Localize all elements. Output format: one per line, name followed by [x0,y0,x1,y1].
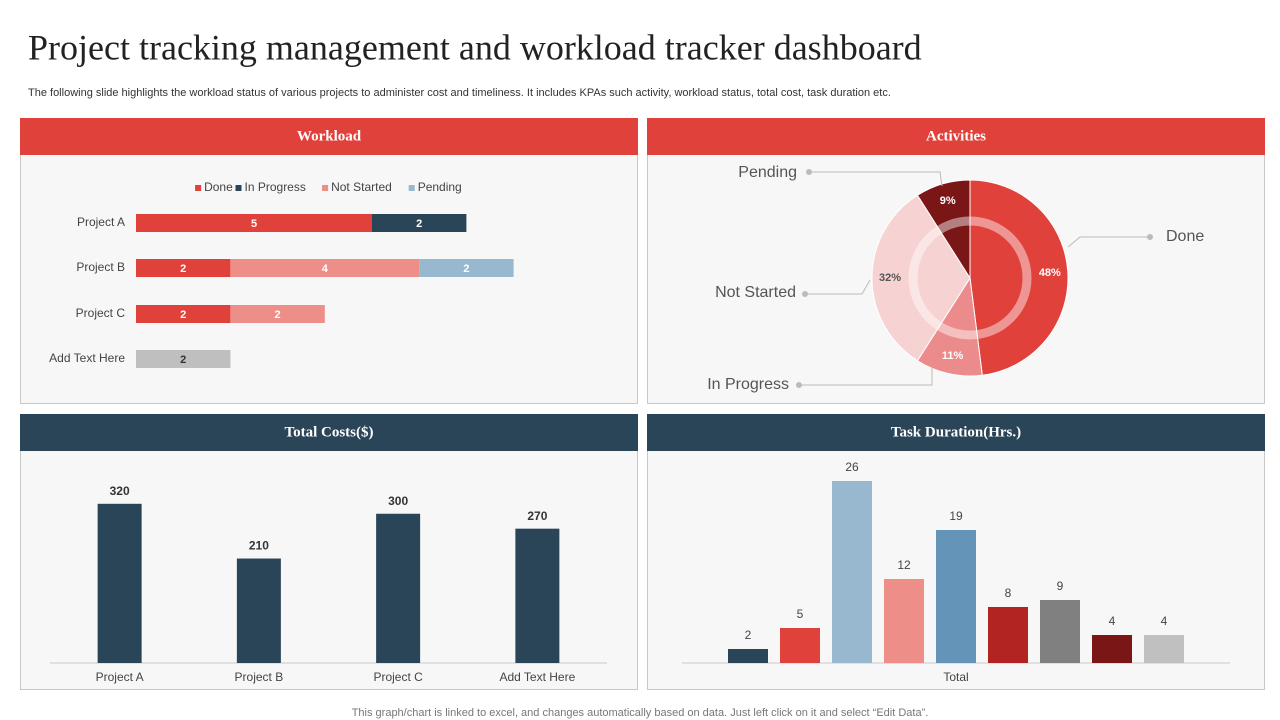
panel-title: Total Costs($) [284,424,373,440]
data-label: 2 [180,263,186,275]
x-tick-label: Project A [96,670,144,684]
bar-segment [230,259,420,277]
panel-title: Activities [926,128,986,144]
data-label: 8 [1005,586,1012,600]
x-tick-label: Total [943,670,968,684]
bar [1092,635,1132,663]
legend-swatch [322,185,329,191]
bar [884,579,924,663]
leader-dot [802,291,808,297]
pie-slice [916,276,983,377]
panel-title: Task Duration(Hrs.) [891,424,1021,440]
bar [376,513,421,663]
data-label: 2 [745,628,752,642]
data-label: 2 [180,309,186,321]
data-label: 2 [463,263,469,275]
data-label: 4 [1161,614,1168,628]
page-subtitle: The following slide highlights the workl… [28,87,891,99]
page-title: Project tracking management and workload… [28,27,922,67]
data-label: 270 [527,509,547,523]
data-label: 11% [942,350,964,362]
bar-segment [136,350,231,368]
bar-segment [230,305,325,323]
category-label: Project B [76,260,125,274]
bar-segment [136,214,372,232]
x-tick-label: Project C [373,670,423,684]
data-label: 4 [1109,614,1116,628]
pie-slice [916,179,971,280]
bar [1144,635,1184,663]
leader-line [809,171,943,187]
leader-line [799,368,933,386]
legend-label: Done [204,180,233,194]
data-label: 5 [251,218,257,230]
data-label: 4 [322,263,329,275]
legend-swatch [235,185,242,191]
data-label: 32% [879,272,901,284]
leader-dot [1147,234,1153,240]
data-label: 2 [180,354,186,366]
bar-segment [136,259,231,277]
bar [936,530,976,663]
legend-label: In Progress [245,180,306,194]
category-label: Add Text Here [49,351,125,365]
pie-slice [871,194,971,362]
leader-line [805,279,871,295]
slice-label: Done [1166,228,1204,245]
legend-swatch [408,185,415,191]
data-label: 19 [949,509,963,523]
bar-segment [136,305,231,323]
bar [97,503,142,663]
pie-slice [969,179,1069,376]
data-label: 300 [388,494,408,508]
panel-header [647,118,1265,155]
bar [832,481,872,663]
leader-dot [806,169,812,175]
data-label: 26 [845,460,859,474]
data-label: 9% [940,195,956,207]
slice-label: Not Started [715,284,796,301]
slice-label: Pending [738,164,797,181]
bar [515,528,560,663]
data-label: 9 [1057,579,1064,593]
bar [1040,600,1080,663]
data-label: 320 [110,484,130,498]
panel-header [20,118,638,155]
slice-label: In Progress [707,376,789,393]
x-tick-label: Add Text Here [499,670,575,684]
data-label: 2 [275,309,281,321]
data-label: 210 [249,539,269,553]
donut-ring [908,216,1032,340]
legend-swatch [195,185,202,191]
data-label: 2 [416,218,422,230]
leader-dot [796,382,802,388]
bar [780,628,820,663]
data-label: 12 [897,558,911,572]
category-label: Project A [77,215,125,229]
category-label: Project C [76,306,126,320]
panel-header [20,414,638,451]
panel-title: Workload [297,128,362,144]
bar-segment [372,214,467,232]
bar [988,607,1028,663]
data-label: 48% [1039,267,1061,279]
legend-label: Pending [418,180,462,194]
x-tick-label: Project B [235,670,284,684]
data-label: 5 [797,607,804,621]
bar-segment [419,259,514,277]
bar [728,649,768,663]
footer-note: This graph/chart is linked to excel, and… [352,707,929,719]
panel-header [647,414,1265,451]
legend-label: Not Started [331,180,392,194]
bar [236,558,281,663]
leader-line [1067,236,1150,248]
